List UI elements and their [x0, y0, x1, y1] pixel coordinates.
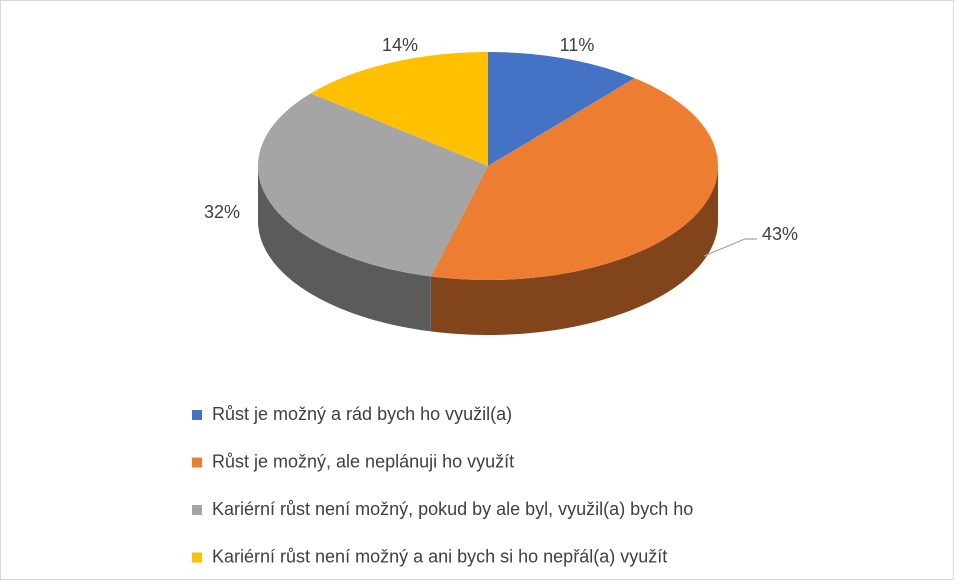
- slice: [258, 93, 488, 277]
- legend-label: Růst je možný, ale neplánuji ho využít: [212, 451, 514, 471]
- legend-marker: [192, 552, 202, 563]
- legend-label: Kariérní růst není možný a ani bych si h…: [212, 546, 667, 566]
- slice-side: [258, 166, 431, 332]
- legend-label: Růst je možný a rád bych ho využil(a): [212, 404, 512, 424]
- data-label: 11%: [560, 35, 595, 55]
- legend-marker: [192, 457, 202, 468]
- legend-marker: [192, 505, 202, 515]
- slice-side: [430, 166, 718, 335]
- slice: [488, 52, 635, 166]
- data-label: 32%: [204, 202, 240, 222]
- slice: [430, 78, 718, 280]
- legend-marker: [192, 410, 202, 420]
- slice: [310, 52, 488, 166]
- data-label: 43%: [762, 224, 798, 244]
- legend-label: Kariérní růst není možný, pokud by ale b…: [212, 499, 693, 519]
- leader-line: [703, 238, 757, 257]
- data-label: 14%: [382, 35, 418, 55]
